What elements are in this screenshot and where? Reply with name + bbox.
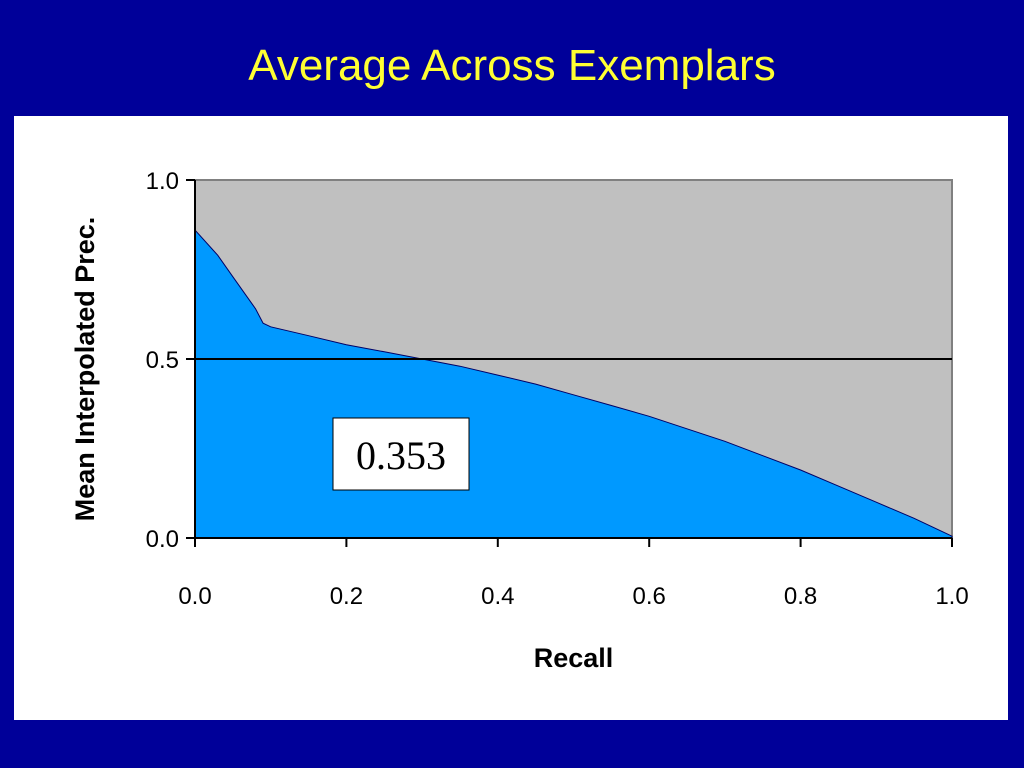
x-tick-label: 0.6 [633,583,666,610]
annotation-box [332,417,470,491]
x-tick-label: 0.4 [481,583,514,610]
x-axis-ticks: 0.0 0.2 0.4 0.6 0.8 1.0 [178,538,969,610]
annotation-value: 0.353 [356,433,446,478]
x-tick-label: 1.0 [935,583,968,610]
x-axis-title: Recall [534,643,614,673]
x-tick-label: 0.8 [784,583,817,610]
y-axis-title: Mean Interpolated Prec. [70,217,100,522]
y-tick-label: 1.0 [146,168,179,195]
slide-title: Average Across Exemplars [248,41,776,90]
x-tick-label: 0.2 [330,583,363,610]
y-tick-label: 0.5 [146,347,179,374]
y-axis-ticks: 0.0 0.5 1.0 [146,168,195,553]
area-chart: 0.0 0.2 0.4 0.6 0.8 1.0 0.0 0.5 1.0 Recall Mean… [70,168,969,673]
y-tick-label: 0.0 [146,526,179,553]
x-tick-label: 0.0 [178,583,211,610]
chart-panel: 0.0 0.2 0.4 0.6 0.8 1.0 0.0 0.5 1.0 Recall Mean… [14,116,1008,720]
